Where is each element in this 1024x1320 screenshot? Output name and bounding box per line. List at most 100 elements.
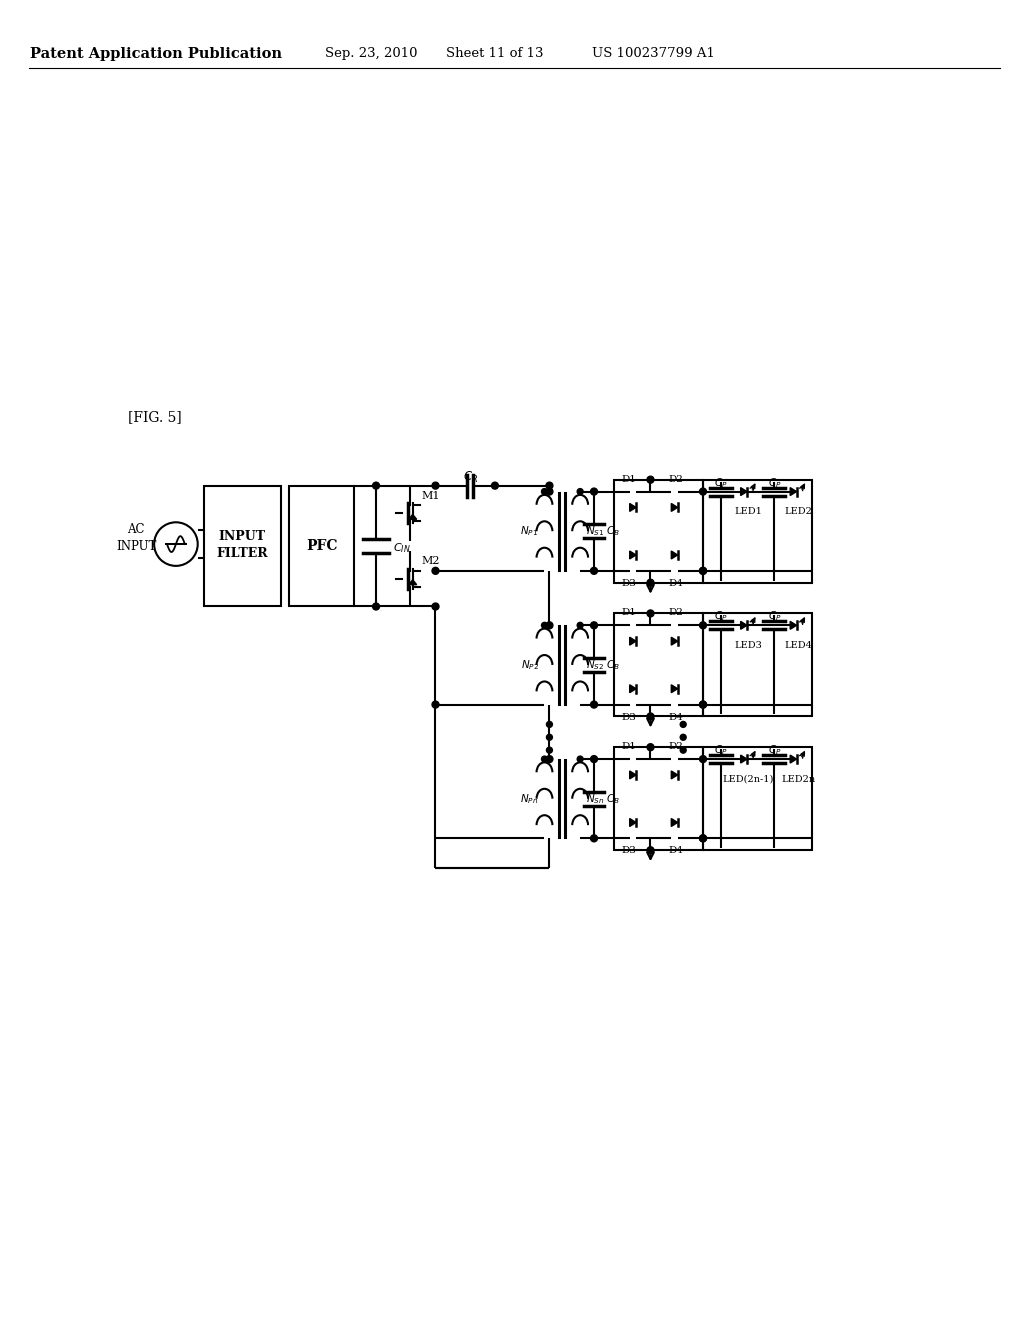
Polygon shape [791, 487, 797, 495]
Text: D2: D2 [669, 742, 684, 751]
Text: Sep. 23, 2010: Sep. 23, 2010 [325, 48, 418, 61]
Text: PFC: PFC [306, 539, 337, 553]
Text: $C_P$: $C_P$ [768, 475, 781, 490]
Text: $C_R$: $C_R$ [463, 470, 478, 484]
Bar [703, 747, 812, 850]
Polygon shape [740, 487, 746, 495]
Bar [289, 486, 354, 606]
Polygon shape [409, 515, 417, 519]
Circle shape [591, 488, 597, 495]
Circle shape [547, 747, 552, 754]
Polygon shape [672, 503, 678, 511]
Circle shape [647, 846, 654, 854]
Circle shape [647, 579, 654, 586]
Text: $N_{Sn}$: $N_{Sn}$ [586, 792, 604, 805]
Text: $C_P$: $C_P$ [714, 610, 728, 623]
Circle shape [699, 488, 707, 495]
Text: Patent Application Publication: Patent Application Publication [30, 46, 282, 61]
Circle shape [546, 755, 553, 763]
Polygon shape [672, 685, 678, 693]
Circle shape [373, 603, 380, 610]
Polygon shape [672, 818, 678, 826]
Polygon shape [791, 622, 797, 630]
Text: D2: D2 [669, 475, 684, 483]
Text: $C_B$: $C_B$ [606, 524, 620, 539]
Text: $N_{S1}$: $N_{S1}$ [586, 524, 604, 539]
Text: D3: D3 [622, 578, 636, 587]
Circle shape [699, 701, 707, 708]
Text: $C_P$: $C_P$ [714, 475, 728, 490]
Polygon shape [791, 755, 797, 763]
Circle shape [546, 488, 553, 495]
Polygon shape [630, 685, 636, 693]
Text: D2: D2 [669, 609, 684, 618]
Bar [204, 486, 281, 606]
Text: LED2: LED2 [784, 507, 812, 516]
Text: D4: D4 [669, 578, 684, 587]
Circle shape [591, 834, 597, 842]
Circle shape [542, 756, 548, 762]
Circle shape [591, 622, 597, 628]
Circle shape [373, 482, 380, 490]
Circle shape [647, 477, 654, 483]
Circle shape [591, 568, 597, 574]
Text: D1: D1 [622, 475, 636, 483]
Circle shape [699, 568, 707, 574]
Text: D3: D3 [622, 846, 636, 855]
Circle shape [699, 701, 707, 708]
Text: LED(2n-1): LED(2n-1) [723, 775, 774, 784]
Circle shape [647, 743, 654, 751]
Circle shape [699, 755, 707, 763]
Circle shape [542, 488, 548, 495]
Circle shape [591, 701, 597, 708]
Text: LED1: LED1 [734, 507, 763, 516]
Text: D1: D1 [622, 742, 636, 751]
Polygon shape [630, 503, 636, 511]
Text: $N_{Pn}$: $N_{Pn}$ [520, 792, 539, 805]
Polygon shape [672, 771, 678, 779]
Circle shape [578, 756, 583, 762]
Text: AC: AC [128, 523, 145, 536]
Text: D3: D3 [622, 713, 636, 722]
Text: LED4: LED4 [784, 642, 812, 651]
Text: $N_{S2}$: $N_{S2}$ [586, 659, 604, 672]
Circle shape [432, 701, 439, 708]
Text: US 100237799 A1: US 100237799 A1 [592, 48, 715, 61]
Polygon shape [630, 638, 636, 645]
Text: INPUT: INPUT [219, 529, 266, 543]
Bar [703, 479, 812, 582]
Bar [613, 747, 703, 850]
Text: LED3: LED3 [734, 642, 763, 651]
Text: $C_B$: $C_B$ [606, 659, 620, 672]
Polygon shape [630, 771, 636, 779]
Circle shape [547, 722, 552, 727]
Text: M2: M2 [422, 556, 440, 566]
Circle shape [699, 622, 707, 628]
Text: $C_P$: $C_P$ [768, 610, 781, 623]
Polygon shape [672, 638, 678, 645]
Text: [FIG. 5]: [FIG. 5] [128, 411, 182, 424]
Circle shape [699, 834, 707, 842]
Text: M1: M1 [422, 491, 440, 500]
Circle shape [680, 734, 686, 741]
Circle shape [432, 603, 439, 610]
Polygon shape [672, 550, 678, 558]
Polygon shape [409, 579, 417, 585]
Text: FILTER: FILTER [216, 548, 268, 561]
Text: $C_{IN}$: $C_{IN}$ [393, 541, 411, 554]
Circle shape [542, 622, 548, 628]
Text: INPUT: INPUT [116, 540, 157, 553]
Circle shape [699, 834, 707, 842]
Polygon shape [630, 550, 636, 558]
Text: $C_P$: $C_P$ [768, 743, 781, 758]
Polygon shape [740, 622, 746, 630]
Circle shape [546, 622, 553, 628]
Text: $C_B$: $C_B$ [606, 792, 620, 805]
Text: D4: D4 [669, 846, 684, 855]
Circle shape [578, 488, 583, 495]
Circle shape [492, 482, 499, 490]
Text: LED2n: LED2n [781, 775, 815, 784]
Bar [703, 614, 812, 717]
Circle shape [432, 568, 439, 574]
Circle shape [647, 610, 654, 616]
